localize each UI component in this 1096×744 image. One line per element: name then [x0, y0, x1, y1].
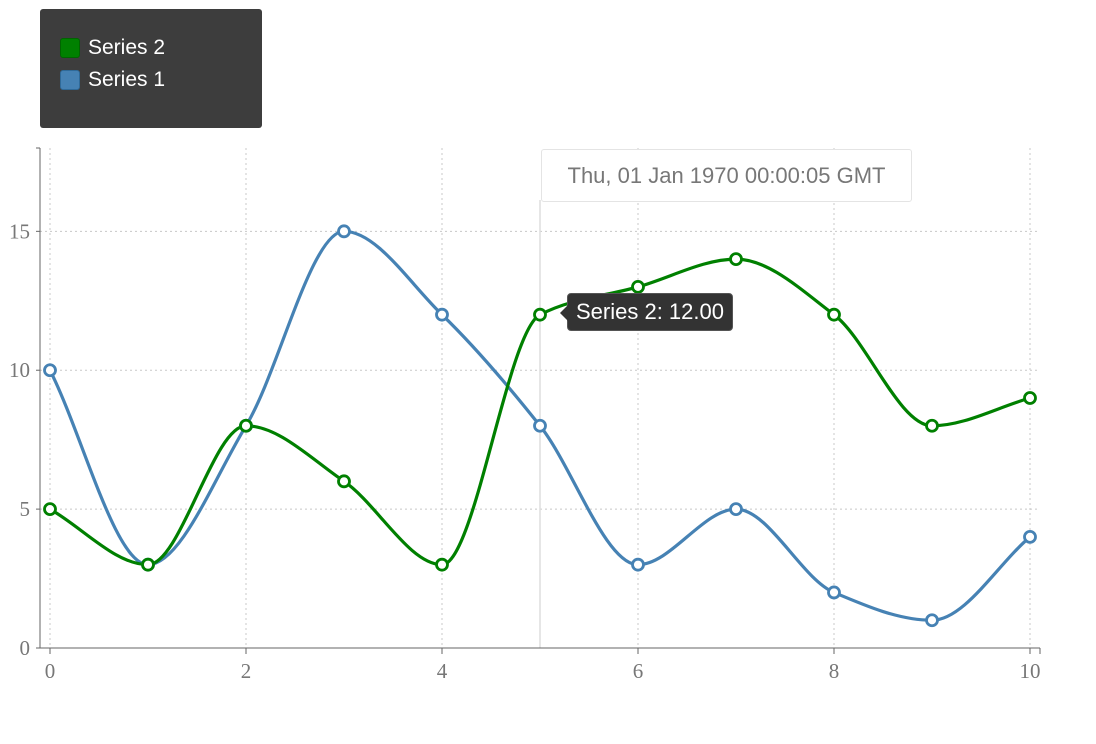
point-tooltip: Series 2: 12.00: [560, 293, 733, 331]
data-point-series-2[interactable]: [827, 307, 841, 322]
data-point-series-2[interactable]: [533, 307, 547, 322]
y-tick-label: 5: [20, 497, 31, 521]
legend-item-series-1[interactable]: Series 1: [60, 67, 165, 93]
data-point-series-2[interactable]: [1023, 391, 1037, 405]
data-point-series-2[interactable]: [925, 418, 939, 433]
legend-label-series-1: Series 1: [88, 68, 166, 91]
data-point-series-2[interactable]: [43, 502, 57, 517]
data-point-series-1[interactable]: [827, 585, 841, 600]
data-point-series-2[interactable]: [337, 474, 351, 489]
y-tick-label: 10: [9, 358, 30, 382]
legend-swatch-series-2: [60, 38, 80, 58]
data-point-series-1[interactable]: [925, 613, 939, 628]
legend-item-series-2[interactable]: Series 2: [60, 35, 165, 61]
axes: 0 2 4 6 8 10 0 5 10 15: [9, 147, 1041, 683]
x-tick-label: 10: [1020, 659, 1041, 683]
tooltip-text: Series 2: 12.00: [576, 299, 724, 324]
data-point-series-1[interactable]: [533, 418, 547, 433]
y-tick-label: 0: [20, 636, 31, 660]
x-tick-label: 0: [45, 659, 56, 683]
series-points: [43, 224, 1037, 628]
data-point-series-1[interactable]: [729, 502, 743, 517]
legend-label-series-2: Series 2: [88, 36, 166, 59]
data-point-series-2[interactable]: [631, 279, 645, 294]
data-point-series-1[interactable]: [631, 557, 645, 572]
data-point-series-1[interactable]: [43, 363, 57, 378]
x-tick-label: 4: [437, 659, 448, 683]
data-point-series-2[interactable]: [239, 418, 253, 433]
data-point-series-2[interactable]: [141, 557, 155, 572]
tooltip-arrow: [560, 305, 568, 321]
legend: Series 2 Series 1: [40, 9, 262, 128]
data-point-series-1[interactable]: [435, 307, 449, 322]
series-line-series-2: [49, 257, 1031, 567]
x-tick-label: 2: [241, 659, 252, 683]
hover-x-label: Thu, 01 Jan 1970 00:00:05 GMT: [541, 149, 912, 202]
data-point-series-2[interactable]: [729, 252, 743, 267]
y-tick-label: 15: [9, 219, 30, 243]
legend-swatch-series-1: [60, 70, 80, 90]
data-point-series-1[interactable]: [1023, 529, 1037, 544]
data-point-series-1[interactable]: [337, 224, 351, 239]
x-tick-label: 6: [633, 659, 644, 683]
data-point-series-2[interactable]: [435, 557, 449, 572]
x-tick-label: 8: [829, 659, 840, 683]
grid: [40, 148, 1040, 648]
